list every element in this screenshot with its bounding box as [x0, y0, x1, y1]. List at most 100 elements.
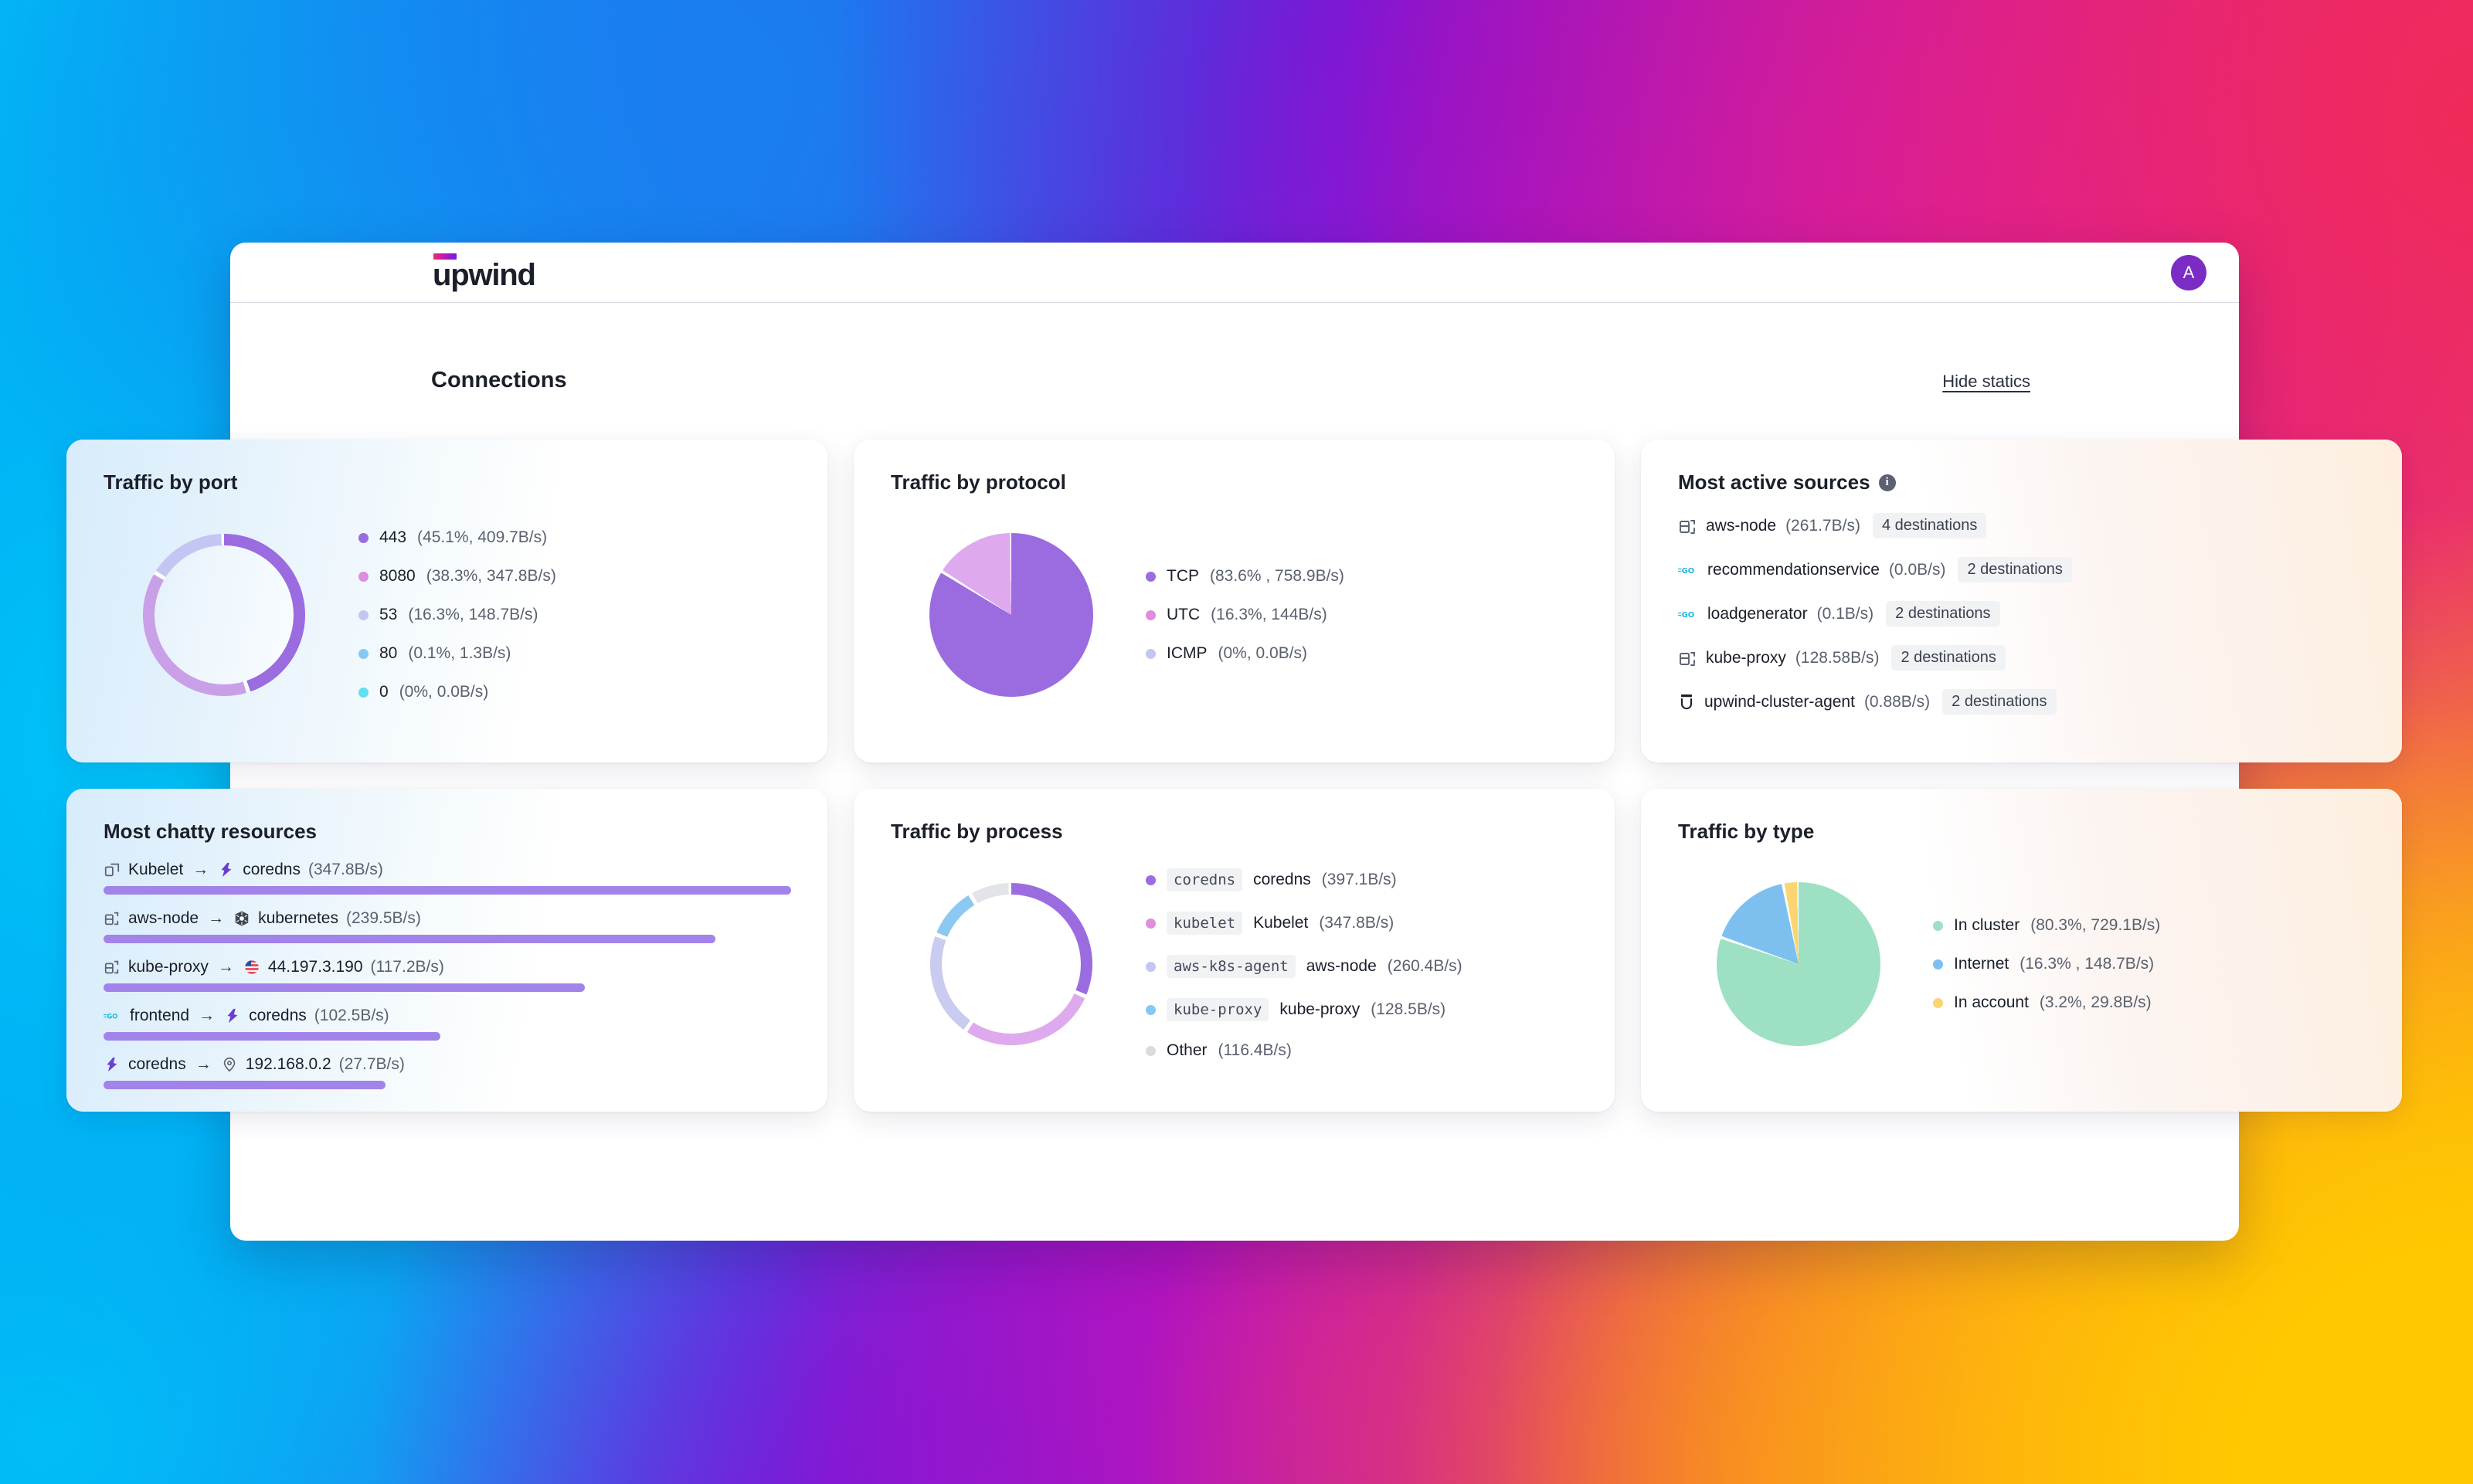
legend-label: UTC: [1167, 606, 1201, 623]
legend-value: (16.3%, 148.7B/s): [408, 606, 538, 623]
source-name: aws-node: [128, 909, 199, 927]
list-item[interactable]: coredns → 192.168.0.2 (27.7B/s): [104, 1055, 790, 1089]
list-item[interactable]: kube-proxy →: [104, 958, 790, 992]
legend-item[interactable]: In account (3.2%, 29.8B/s): [1933, 993, 2365, 1012]
list-item[interactable]: GO loadgenerator (0.1B/s) 2 destinations: [1678, 601, 2365, 627]
legend-item[interactable]: 80 (0.1%, 1.3B/s): [358, 644, 790, 663]
avatar[interactable]: A: [2171, 254, 2206, 290]
card-traffic-by-process: Traffic by process coredns coredns (397.…: [854, 789, 1615, 1112]
card-title-text: Most active sources: [1678, 470, 1870, 494]
card-title-text: Traffic by port: [104, 470, 238, 494]
legend-item[interactable]: In cluster (80.3%, 729.1B/s): [1933, 916, 2365, 935]
bar-fill: [104, 1081, 386, 1089]
source-name: recommendationservice: [1707, 560, 1880, 579]
destinations-badge: 2 destinations: [1886, 601, 2000, 627]
list-item[interactable]: aws-node → kubernetes (239.5B/s): [104, 909, 790, 943]
legend-swatch: [358, 687, 369, 698]
legend-swatch: [1146, 1004, 1156, 1015]
arrow-icon: →: [195, 1055, 212, 1073]
info-icon[interactable]: i: [1878, 474, 1896, 491]
go-icon: GO: [104, 1010, 122, 1022]
legend-item[interactable]: kubelet Kubelet (347.8B/s): [1146, 912, 1578, 935]
chatty-list: Kubelet → coredns (347.8B/s): [104, 848, 791, 1089]
source-rate: (0.0B/s): [1888, 560, 1946, 579]
arrow-icon: →: [217, 958, 234, 976]
card-title-text: Traffic by process: [891, 820, 1063, 843]
legend-swatch: [1146, 1045, 1156, 1056]
page-header: Connections Hide statics: [230, 303, 2239, 433]
destination-name: 44.197.3.190: [267, 958, 363, 976]
legend-value: (0%, 0.0B/s): [1218, 644, 1308, 662]
upwind-logo[interactable]: upwind: [433, 253, 536, 290]
card-traffic-by-type: Traffic by type In cluster (80.3%, 729.1…: [1641, 789, 2402, 1112]
legend-item[interactable]: UTC (16.3%, 144B/s): [1146, 606, 1578, 624]
us-flag-icon: [243, 959, 260, 976]
legend-value: (397.1B/s): [1321, 871, 1397, 888]
list-item[interactable]: Kubelet → coredns (347.8B/s): [104, 861, 791, 895]
list-item[interactable]: aws-node (261.7B/s) 4 destinations: [1678, 513, 2365, 538]
legend-item[interactable]: 443 (45.1%, 409.7B/s): [358, 528, 790, 547]
legend-item[interactable]: 0 (0%, 0.0B/s): [358, 683, 790, 701]
chart-slot: [1683, 882, 1914, 1046]
sources-list: aws-node (261.7B/s) 4 destinations GO re…: [1678, 499, 2365, 715]
destinations-badge: 2 destinations: [1942, 689, 2057, 715]
card-title: Traffic by protocol: [891, 470, 1578, 494]
legend-item[interactable]: TCP (83.6% , 758.9B/s): [1146, 567, 1578, 586]
legend-label: 0: [379, 683, 389, 701]
chart-row: TCP (83.6% , 758.9B/s) UTC (16.3%, 144B/…: [891, 499, 1578, 731]
legend-item[interactable]: 8080 (38.3%, 347.8B/s): [358, 567, 790, 586]
chatty-line: kube-proxy →: [104, 958, 790, 976]
svg-text:GO: GO: [107, 1013, 117, 1020]
donut-chart-traffic-by-process: [930, 883, 1092, 1045]
destination-name: 192.168.0.2: [245, 1055, 331, 1073]
legend-value: (0.1%, 1.3B/s): [408, 644, 511, 662]
legend-swatch: [1933, 997, 1943, 1008]
list-item[interactable]: GO frontend → coredns (102.5B/s): [104, 1007, 790, 1041]
cards-grid: Traffic by port 443 (45.1%, 409.7B/s): [66, 440, 2403, 1112]
source-name: loadgenerator: [1707, 604, 1808, 623]
hide-statics-link[interactable]: Hide statics: [1942, 372, 2030, 391]
legend-item[interactable]: 53 (16.3%, 148.7B/s): [358, 606, 790, 624]
page-title: Connections: [431, 368, 567, 392]
svg-text:GO: GO: [1682, 566, 1695, 575]
bar-fill: [104, 983, 585, 992]
process-chip: kubelet: [1167, 912, 1243, 935]
rate-value: (347.8B/s): [307, 861, 383, 878]
legend-swatch: [358, 648, 369, 659]
chatty-line: Kubelet → coredns (347.8B/s): [104, 861, 790, 879]
list-item[interactable]: upwind-cluster-agent (0.88B/s) 2 destina…: [1678, 689, 2365, 715]
chatty-line: aws-node → kubernetes (239.5B/s): [104, 909, 790, 928]
upwind-icon: [1678, 693, 1695, 711]
process-chip: aws-k8s-agent: [1167, 955, 1296, 978]
legend-traffic-by-type: In cluster (80.3%, 729.1B/s) Internet (1…: [1914, 916, 2365, 1012]
list-item[interactable]: GO recommendationservice (0.0B/s) 2 dest…: [1678, 557, 2365, 582]
legend-item[interactable]: coredns coredns (397.1B/s): [1146, 868, 1578, 891]
source-name: kube-proxy: [128, 958, 209, 976]
destination-name: coredns: [243, 861, 301, 878]
bar-track: [104, 983, 791, 992]
source-name: upwind-cluster-agent: [1704, 692, 1855, 711]
legend-label: kube-proxy: [1279, 1000, 1360, 1018]
chatty-line: coredns → 192.168.0.2 (27.7B/s): [104, 1055, 790, 1074]
legend-item[interactable]: kube-proxy kube-proxy (128.5B/s): [1146, 998, 1578, 1021]
list-item[interactable]: kube-proxy (128.58B/s) 2 destinations: [1678, 645, 2365, 671]
location-icon: [221, 1056, 238, 1073]
legend-item[interactable]: ICMP (0%, 0.0B/s): [1146, 644, 1578, 663]
source-rate: (0.1B/s): [1816, 604, 1874, 623]
destinations-badge: 2 destinations: [1958, 557, 2072, 582]
chart-row: In cluster (80.3%, 729.1B/s) Internet (1…: [1678, 848, 2365, 1080]
legend-swatch: [358, 571, 369, 582]
pie-chart-traffic-by-type: [1717, 882, 1880, 1046]
legend-item[interactable]: aws-k8s-agent aws-node (260.4B/s): [1146, 955, 1578, 978]
card-title-text: Most chatty resources: [104, 820, 317, 843]
legend-item[interactable]: Internet (16.3% , 148.7B/s): [1933, 955, 2365, 973]
legend-value: (45.1%, 409.7B/s): [417, 528, 548, 546]
card-traffic-by-port: Traffic by port 443 (45.1%, 409.7B/s): [66, 440, 827, 762]
legend-swatch: [1146, 961, 1156, 972]
card-title: Traffic by type: [1678, 820, 2365, 844]
app-window: upwind A Connections Hide statics Traffi…: [66, 243, 2402, 1241]
legend-item[interactable]: Other (116.4B/s): [1146, 1041, 1578, 1060]
source-rate: (0.88B/s): [1863, 692, 1931, 711]
legend-swatch: [1933, 920, 1943, 931]
donut-hole: [942, 895, 1081, 1034]
